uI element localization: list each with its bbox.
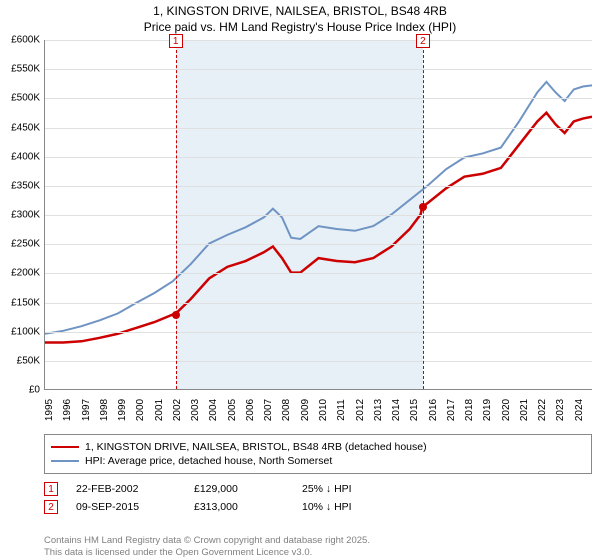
plot-area: 12 xyxy=(44,40,592,390)
x-tick-label: 1995 xyxy=(44,399,55,421)
y-tick-label: £350K xyxy=(11,180,40,191)
gridline xyxy=(45,303,592,304)
gridline xyxy=(45,215,592,216)
x-tick-label: 1999 xyxy=(117,399,128,421)
gridline xyxy=(45,332,592,333)
title-subtitle: Price paid vs. HM Land Registry's House … xyxy=(0,20,600,36)
x-tick-label: 2012 xyxy=(355,399,366,421)
event-delta: 10% ↓ HPI xyxy=(302,501,352,513)
x-tick-label: 2013 xyxy=(373,399,384,421)
y-tick-label: £100K xyxy=(11,326,40,337)
attribution-line1: Contains HM Land Registry data © Crown c… xyxy=(44,535,370,546)
x-tick-label: 2020 xyxy=(501,399,512,421)
y-tick-label: £50K xyxy=(17,355,40,366)
x-tick-label: 2021 xyxy=(519,399,530,421)
event-marker: 2 xyxy=(44,500,58,514)
x-tick-label: 2024 xyxy=(574,399,585,421)
legend-row-blue: HPI: Average price, detached house, Nort… xyxy=(51,455,585,467)
y-tick-label: £600K xyxy=(11,35,40,46)
marker-box: 2 xyxy=(416,34,430,48)
y-tick-label: £150K xyxy=(11,297,40,308)
gridline xyxy=(45,273,592,274)
x-axis: 1995 1996 1997 1998 1999 2000 2001 2002 2003 2004… xyxy=(44,392,592,432)
legend-swatch-red xyxy=(51,446,79,448)
marker-vline xyxy=(423,40,424,389)
legend-row-red: 1, KINGSTON DRIVE, NAILSEA, BRISTOL, BS4… xyxy=(51,441,585,453)
gridline xyxy=(45,244,592,245)
x-tick-label: 2018 xyxy=(464,399,475,421)
gridline xyxy=(45,98,592,99)
x-tick-label: 1997 xyxy=(81,399,92,421)
x-tick-label: 2016 xyxy=(428,399,439,421)
x-tick-label: 2019 xyxy=(482,399,493,421)
x-tick-label: 2002 xyxy=(172,399,183,421)
x-tick-label: 1998 xyxy=(99,399,110,421)
y-tick-label: £500K xyxy=(11,93,40,104)
attribution: Contains HM Land Registry data © Crown c… xyxy=(44,535,370,558)
events-table: 1 22-FEB-2002 £129,000 25% ↓ HPI 2 09-SEP-201… xyxy=(44,478,592,518)
x-tick-label: 2009 xyxy=(300,399,311,421)
event-row: 2 09-SEP-2015 £313,000 10% ↓ HPI xyxy=(44,500,592,514)
attribution-line2: This data is licensed under the Open Gov… xyxy=(44,547,370,558)
event-price: £129,000 xyxy=(194,483,284,495)
marker-dot xyxy=(172,311,180,319)
event-date: 22-FEB-2002 xyxy=(76,483,176,495)
event-row: 1 22-FEB-2002 £129,000 25% ↓ HPI xyxy=(44,482,592,496)
x-tick-label: 2000 xyxy=(135,399,146,421)
x-tick-label: 2011 xyxy=(336,399,347,421)
gridline xyxy=(45,186,592,187)
x-tick-label: 2001 xyxy=(154,399,165,421)
event-marker: 1 xyxy=(44,482,58,496)
y-tick-label: £450K xyxy=(11,122,40,133)
gridline xyxy=(45,128,592,129)
title-address: 1, KINGSTON DRIVE, NAILSEA, BRISTOL, BS4… xyxy=(0,4,600,20)
x-tick-label: 2010 xyxy=(318,399,329,421)
x-tick-label: 2014 xyxy=(391,399,402,421)
legend: 1, KINGSTON DRIVE, NAILSEA, BRISTOL, BS4… xyxy=(44,434,592,474)
x-tick-label: 2005 xyxy=(227,399,238,421)
legend-label-red: 1, KINGSTON DRIVE, NAILSEA, BRISTOL, BS4… xyxy=(85,441,427,453)
gridline xyxy=(45,361,592,362)
x-tick-label: 1996 xyxy=(62,399,73,421)
y-tick-label: £300K xyxy=(11,210,40,221)
x-tick-label: 2015 xyxy=(409,399,420,421)
x-tick-label: 2008 xyxy=(281,399,292,421)
x-tick-label: 2004 xyxy=(208,399,219,421)
event-delta: 25% ↓ HPI xyxy=(302,483,352,495)
y-tick-label: £400K xyxy=(11,151,40,162)
x-tick-label: 2007 xyxy=(263,399,274,421)
event-date: 09-SEP-2015 xyxy=(76,501,176,513)
chart-container: 1, KINGSTON DRIVE, NAILSEA, BRISTOL, BS4… xyxy=(0,0,600,560)
y-tick-label: £250K xyxy=(11,239,40,250)
marker-vline xyxy=(176,40,177,389)
gridline xyxy=(45,69,592,70)
legend-label-blue: HPI: Average price, detached house, Nort… xyxy=(85,455,332,467)
y-tick-label: £200K xyxy=(11,268,40,279)
y-tick-label: £550K xyxy=(11,64,40,75)
series-line xyxy=(45,82,592,334)
event-price: £313,000 xyxy=(194,501,284,513)
gridline xyxy=(45,157,592,158)
chart-titles: 1, KINGSTON DRIVE, NAILSEA, BRISTOL, BS4… xyxy=(0,0,600,35)
x-tick-label: 2017 xyxy=(446,399,457,421)
marker-box: 1 xyxy=(169,34,183,48)
x-tick-label: 2006 xyxy=(245,399,256,421)
x-tick-label: 2003 xyxy=(190,399,201,421)
y-axis: £0£50K£100K£150K£200K£250K£300K£350K£400… xyxy=(0,40,42,390)
x-tick-label: 2022 xyxy=(537,399,548,421)
y-tick-label: £0 xyxy=(29,385,40,396)
gridline xyxy=(45,40,592,41)
legend-swatch-blue xyxy=(51,460,79,462)
x-tick-label: 2023 xyxy=(555,399,566,421)
